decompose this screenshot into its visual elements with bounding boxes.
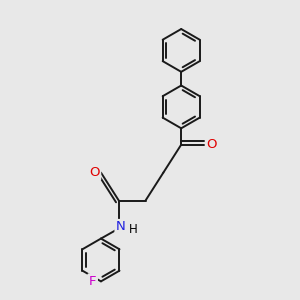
Text: O: O [89, 166, 100, 179]
Text: F: F [89, 275, 96, 288]
Text: O: O [206, 138, 217, 151]
Text: N: N [116, 220, 126, 233]
Text: H: H [129, 224, 138, 236]
